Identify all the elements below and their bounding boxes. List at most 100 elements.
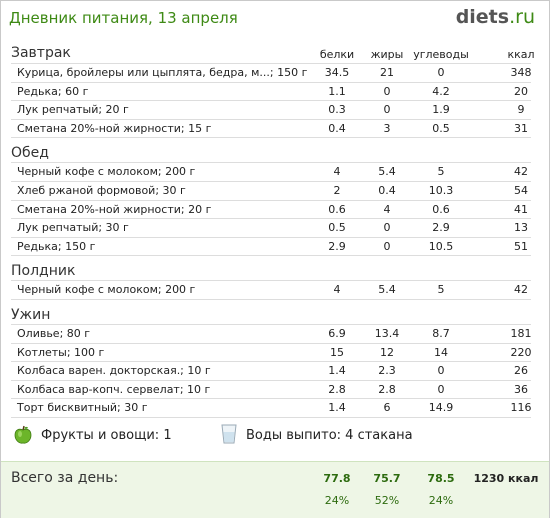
food-kcal: 51 — [514, 239, 528, 253]
meal-section: Завтрак белки жиры углеводы ккал Курица, брой… — [11, 45, 535, 139]
meal-title: Полдник — [11, 263, 76, 280]
food-row[interactable]: Оливье; 80 г 6.9 13.4 8.7 181 — [11, 323, 532, 343]
food-name: Редька; 150 г — [17, 239, 96, 253]
protein-percent: 24% — [324, 494, 350, 507]
meal-items: Черный кофе с молоком; 200 г 4 5.4 5 42 — [11, 280, 531, 300]
food-protein: 4 — [333, 283, 341, 297]
food-name: Торт бисквитный; 30 г — [17, 401, 148, 415]
food-row[interactable]: Сметана 20%-ной жирности; 15 г 0.4 3 0.5 31 — [11, 118, 531, 139]
food-carbs: 14 — [434, 345, 448, 359]
food-protein: 15 — [330, 345, 344, 359]
food-fat: 0 — [383, 84, 391, 98]
food-protein: 2.8 — [328, 382, 346, 396]
food-protein: 2 — [333, 183, 341, 197]
carbs-percent: 24% — [428, 494, 454, 507]
food-name: Колбаса вар-копч. сервелат; 10 г — [17, 382, 211, 396]
food-kcal: 36 — [514, 382, 528, 396]
food-carbs: 4.2 — [432, 84, 450, 98]
meal-items: Черный кофе с молоком; 200 г 4 5.4 5 42 Хлеб … — [11, 162, 531, 257]
food-carbs: 5 — [437, 283, 445, 297]
food-row[interactable]: Редька; 150 г 2.9 0 10.5 51 — [11, 236, 531, 257]
food-row[interactable]: Лук репчатый; 30 г 0.5 0 2.9 13 — [11, 218, 531, 237]
food-name: Черный кофе с молоком; 200 г — [17, 165, 196, 179]
meal-title: Ужин — [11, 306, 51, 323]
food-protein: 1.4 — [328, 401, 346, 415]
food-carbs: 0 — [437, 382, 445, 396]
site-logo[interactable]: diets.ru — [456, 6, 535, 28]
green-apple-icon — [14, 425, 32, 444]
page-title: Дневник питания, 13 апреля — [9, 9, 238, 27]
food-carbs: 0.6 — [432, 202, 450, 216]
total-carbs: 78.5 — [427, 472, 455, 485]
food-row[interactable]: Курица, бройлеры или цыплята, бедра, м..… — [11, 63, 532, 82]
meal-section: Обед Черный кофе с молоком; 200 г 4 5.4 5 42 Х… — [11, 144, 531, 257]
food-protein: 6.9 — [328, 326, 346, 340]
meal-title: Завтрак — [11, 45, 71, 61]
food-carbs: 0.5 — [432, 121, 450, 135]
meal-header: Завтрак белки жиры углеводы ккал — [11, 45, 535, 63]
food-fat: 21 — [380, 66, 394, 79]
food-name: Сметана 20%-ной жирности; 20 г — [17, 202, 212, 216]
food-kcal: 20 — [514, 84, 528, 98]
logo-tld: .ru — [509, 6, 535, 28]
food-kcal: 42 — [514, 283, 528, 297]
food-fat: 0 — [383, 239, 391, 253]
food-row[interactable]: Колбаса вар-копч. сервелат; 10 г 2.8 2.8 0 3… — [11, 379, 531, 399]
food-carbs: 5 — [437, 165, 445, 179]
food-protein: 34.5 — [324, 66, 350, 79]
food-fat: 5.4 — [378, 165, 396, 179]
meal-items: Курица, бройлеры или цыплята, бедра, м..… — [11, 63, 532, 139]
column-header: углеводы — [413, 48, 469, 61]
food-kcal: 31 — [514, 121, 528, 135]
fat-percent: 52% — [374, 494, 400, 507]
food-protein: 0.5 — [328, 221, 346, 235]
column-header: белки — [319, 48, 355, 61]
food-name: Хлеб ржаной формовой; 30 г — [17, 183, 186, 197]
food-protein: 0.6 — [328, 202, 346, 216]
food-name: Курица, бройлеры или цыплята, бедра, м..… — [17, 66, 308, 79]
food-row[interactable]: Котлеты; 100 г 15 12 14 220 — [11, 342, 532, 362]
food-kcal: 42 — [514, 165, 528, 179]
food-row[interactable]: Черный кофе с молоком; 200 г 4 5.4 5 42 — [11, 162, 531, 181]
meal-title: Обед — [11, 145, 49, 162]
food-fat: 5.4 — [378, 283, 396, 297]
meal-section: Полдник Черный кофе с молоком; 200 г 4 5.4 5… — [11, 262, 531, 300]
food-row[interactable]: Сметана 20%-ной жирности; 20 г 0.6 4 0.6 41 — [11, 199, 531, 219]
food-row[interactable]: Хлеб ржаной формовой; 30 г 2 0.4 10.3 54 — [11, 180, 531, 200]
food-kcal: 348 — [510, 66, 532, 79]
food-row[interactable]: Черный кофе с молоком; 200 г 4 5.4 5 42 — [11, 280, 531, 300]
food-name: Колбаса варен. докторская.; 10 г — [17, 364, 211, 378]
food-fat: 3 — [383, 121, 391, 135]
column-header: ккал — [507, 48, 535, 61]
food-carbs: 1.9 — [432, 103, 450, 117]
food-protein: 0.3 — [328, 103, 346, 117]
food-name: Черный кофе с молоком; 200 г — [17, 283, 196, 297]
food-fat: 2.3 — [378, 364, 396, 378]
food-name: Котлеты; 100 г — [17, 345, 105, 359]
food-row[interactable]: Редька; 60 г 1.1 0 4.2 20 — [11, 81, 531, 101]
total-fat: 75.7 — [373, 472, 401, 485]
food-name: Лук репчатый; 20 г — [17, 103, 129, 117]
food-protein: 0.4 — [328, 121, 346, 135]
food-carbs: 0 — [437, 66, 445, 79]
food-row[interactable]: Лук репчатый; 20 г 0.3 0 1.9 9 — [11, 100, 531, 119]
food-kcal: 41 — [514, 202, 528, 216]
food-fat: 4 — [383, 202, 391, 216]
food-row[interactable]: Колбаса варен. докторская.; 10 г 1.4 2.3 0 2… — [11, 361, 531, 380]
food-fat: 2.8 — [378, 382, 396, 396]
food-name: Сметана 20%-ной жирности; 15 г — [17, 121, 212, 135]
food-kcal: 116 — [510, 401, 532, 415]
food-carbs: 8.7 — [432, 326, 450, 340]
food-fat: 13.4 — [374, 326, 400, 340]
food-carbs: 10.5 — [428, 239, 454, 253]
daily-totals: Всего за день: 77.8 75.7 78.5 1230 ккал … — [1, 461, 549, 518]
totals-label: Всего за день: — [11, 470, 119, 486]
food-protein: 4 — [333, 165, 341, 179]
total-kcal: 1230 ккал — [473, 472, 539, 485]
meal-items: Оливье; 80 г 6.9 13.4 8.7 181 Котлеты; 100 г 1… — [11, 323, 532, 418]
food-protein: 1.4 — [328, 364, 346, 378]
water-count: Воды выпито: 4 стакана — [246, 428, 413, 443]
food-protein: 1.1 — [328, 84, 346, 98]
food-row[interactable]: Торт бисквитный; 30 г 1.4 6 14.9 116 — [11, 398, 532, 418]
